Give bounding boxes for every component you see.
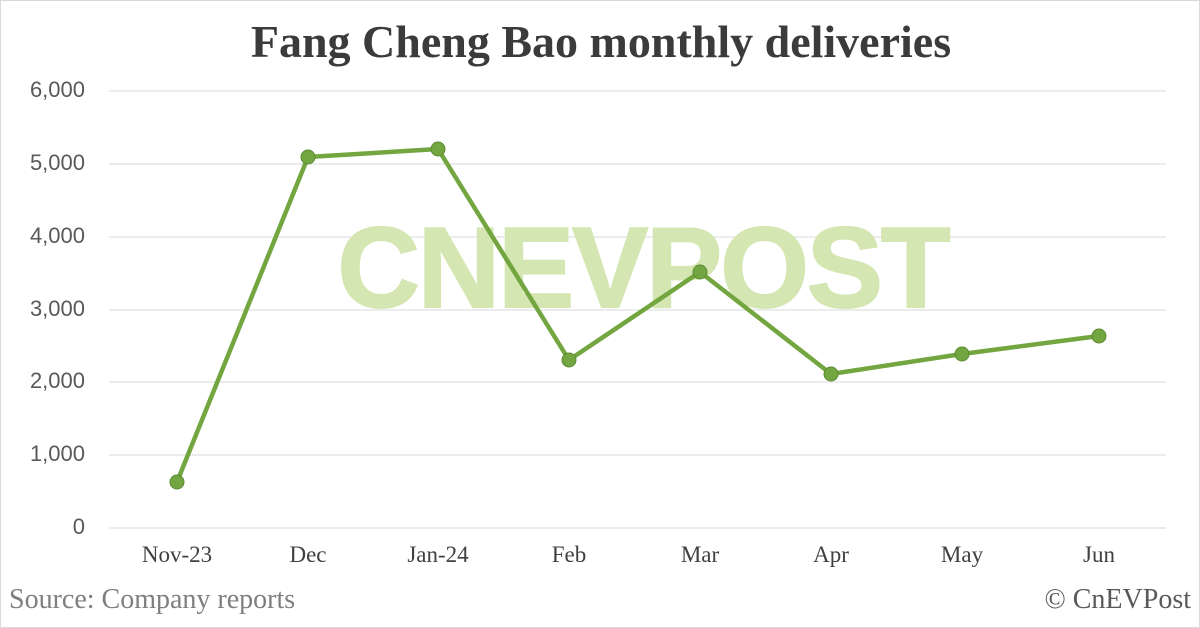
svg-text:CNEVPOST: CNEVPOST [337, 205, 949, 332]
svg-text:Jan-24: Jan-24 [407, 542, 469, 567]
svg-text:Feb: Feb [552, 542, 587, 567]
svg-text:1,000: 1,000 [30, 441, 85, 466]
svg-text:Mar: Mar [681, 542, 720, 567]
svg-text:4,000: 4,000 [30, 223, 85, 248]
svg-text:Nov-23: Nov-23 [142, 542, 212, 567]
svg-text:5,000: 5,000 [30, 150, 85, 175]
svg-text:2,000: 2,000 [30, 368, 85, 393]
svg-text:3,000: 3,000 [30, 296, 85, 321]
svg-text:Jun: Jun [1083, 542, 1115, 567]
svg-text:Apr: Apr [813, 542, 849, 567]
svg-text:0: 0 [73, 514, 85, 539]
svg-text:6,000: 6,000 [30, 77, 85, 102]
svg-text:Dec: Dec [289, 542, 326, 567]
svg-text:May: May [941, 542, 984, 567]
